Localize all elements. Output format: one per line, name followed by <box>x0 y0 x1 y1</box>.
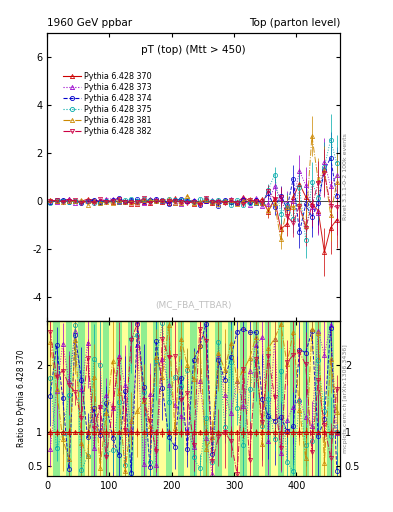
Bar <box>60 321 66 476</box>
Bar <box>222 321 228 476</box>
Bar <box>97 321 103 476</box>
Bar <box>159 321 165 476</box>
Bar <box>72 321 78 476</box>
Bar <box>234 321 240 476</box>
Bar <box>259 321 265 476</box>
Bar <box>134 321 141 476</box>
Bar <box>284 321 290 476</box>
Text: 1960 GeV ppbar: 1960 GeV ppbar <box>47 18 132 28</box>
Bar <box>122 321 128 476</box>
Text: pT (top) (Mtt > 450): pT (top) (Mtt > 450) <box>141 45 246 55</box>
Text: mcplots.cern.ch [arXiv:1306.3436]: mcplots.cern.ch [arXiv:1306.3436] <box>343 344 348 453</box>
Bar <box>184 321 191 476</box>
Legend: Pythia 6.428 370, Pythia 6.428 373, Pythia 6.428 374, Pythia 6.428 375, Pythia 6: Pythia 6.428 370, Pythia 6.428 373, Pyth… <box>60 69 155 139</box>
Bar <box>272 321 277 476</box>
Bar <box>296 321 303 476</box>
Bar <box>321 321 327 476</box>
Bar <box>84 321 91 476</box>
Bar <box>334 321 340 476</box>
Bar <box>147 321 153 476</box>
Text: Top (parton level): Top (parton level) <box>248 18 340 28</box>
Bar <box>209 321 215 476</box>
Bar <box>309 321 315 476</box>
Bar <box>246 321 253 476</box>
Bar <box>110 321 116 476</box>
Text: (MC_FBA_TTBAR): (MC_FBA_TTBAR) <box>155 300 232 309</box>
Y-axis label: Ratio to Pythia 6.428 370: Ratio to Pythia 6.428 370 <box>17 350 26 447</box>
Bar <box>47 321 53 476</box>
Bar <box>196 321 203 476</box>
Text: Rivet 3.1.1-0-2 100k events: Rivet 3.1.1-0-2 100k events <box>343 134 348 221</box>
Bar <box>172 321 178 476</box>
